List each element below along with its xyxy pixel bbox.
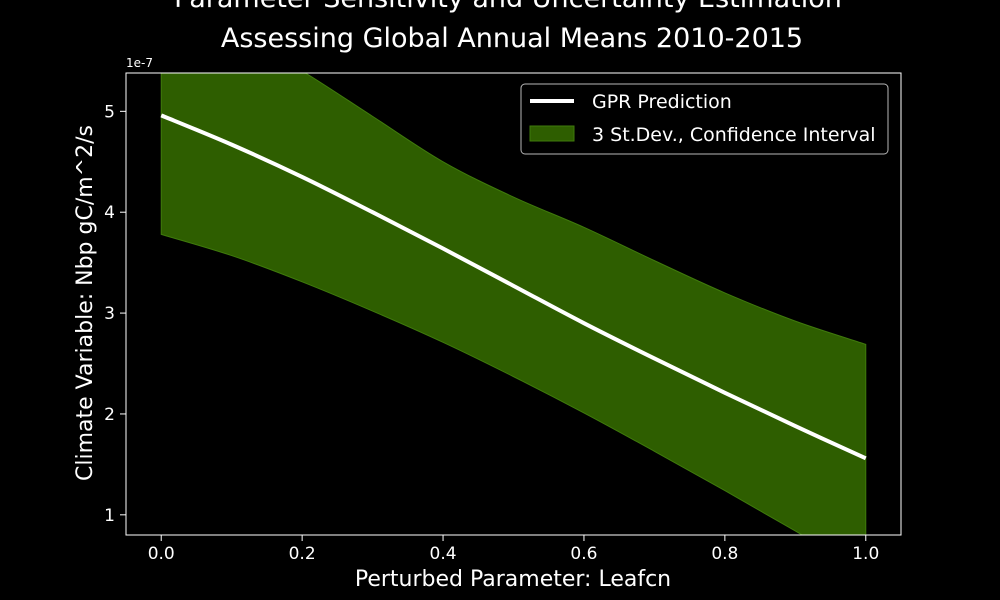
y-tick-label: 5 (104, 102, 115, 122)
x-tick-label: 0.2 (289, 544, 316, 564)
legend: GPR Prediction 3 St.Dev., Confidence Int… (520, 83, 889, 155)
chart-title-line1: Parameter Sensitivity and Uncertainty Es… (174, 0, 842, 14)
plot-area (160, 73, 867, 535)
y-tick-label: 3 (104, 304, 115, 324)
gpr-prediction-line (160, 113, 867, 461)
x-tick-label: 1.0 (852, 544, 879, 564)
x-tick-label: 0.0 (148, 544, 175, 564)
legend-box (520, 83, 889, 155)
x-tick-label: 0.8 (711, 544, 738, 564)
x-axis: 0.0 0.2 0.4 0.6 0.8 1.0 (148, 535, 879, 564)
x-tick-label: 0.4 (430, 544, 457, 564)
x-axis-label: Perturbed Parameter: Leafcn (355, 567, 671, 592)
legend-label-gpr: GPR Prediction (592, 91, 732, 113)
y-axis-offset-label: 1e-7 (126, 56, 153, 70)
y-axis-label: Climate Variable: Nbp gC/m^2/s (73, 125, 98, 481)
legend-label-ci: 3 St.Dev., Confidence Interval (592, 124, 876, 146)
x-tick-label: 0.6 (570, 544, 597, 564)
confidence-interval-band (160, 73, 867, 535)
y-axis: 1 2 3 4 5 (104, 102, 126, 526)
plot-frame (125, 72, 902, 536)
y-tick-label: 1 (104, 506, 115, 526)
chart-title-line2: Assessing Global Annual Means 2010-2015 (221, 23, 803, 54)
legend-swatch-ci (529, 125, 575, 142)
y-tick-label: 4 (104, 203, 115, 223)
y-tick-label: 2 (104, 405, 115, 425)
